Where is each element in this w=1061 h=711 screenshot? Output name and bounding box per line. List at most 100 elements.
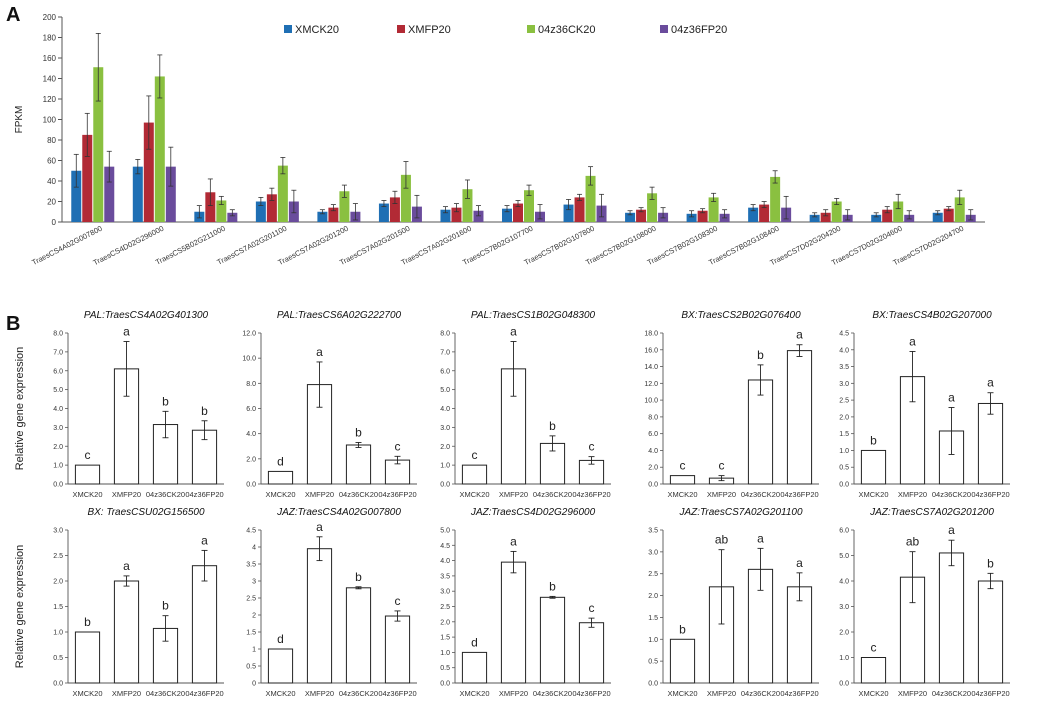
bar [759,204,770,222]
legend-label: 04z36FP20 [671,24,727,36]
y-tick-label: 3.0 [839,604,849,611]
significance-letter: b [549,419,556,433]
y-tick-label: 4.0 [440,558,450,565]
x-tick-label: 04z36CK20 [146,490,185,499]
legend-label: 04z36CK20 [538,24,596,36]
chart-title: BX:TraesCS2B02G076400 [681,310,801,321]
bar [786,350,813,485]
significance-letter: a [796,556,803,570]
significance-letter: d [277,632,284,646]
y-tick-label: 8.0 [440,331,450,338]
y-tick-label: 3.5 [440,573,450,580]
x-tick-label: XMCK20 [667,689,697,698]
y-tick-label: 4.0 [53,406,63,413]
legend-swatch [284,25,292,33]
legend-label: XMFP20 [408,24,451,36]
bar [82,134,93,222]
chart-b-7: 0 0.5 1 1.5 2 2.5 3 3.5 4 4.5 JAZ:TraesCS4A02G0078… [246,507,417,698]
bar [625,212,636,222]
chart-b-2: 0.0 2.0 4.0 6.0 8.0 10.0 12.0 PAL:TraesCS6A02G2… [242,310,417,499]
chart-title: BX: TraesCSU02G156500 [87,507,205,518]
y-tick-label: 1 [252,647,256,654]
y-tick-label: 0 [52,218,57,227]
bar [938,552,965,684]
significance-letter: b [757,348,764,362]
y-tick-label: 1.0 [440,650,450,657]
bar [277,165,288,222]
y-tick-label: 20 [47,198,56,207]
bar [384,615,411,684]
bar [113,580,140,684]
bar [563,204,574,222]
y-tick-label: 0.0 [440,681,450,688]
bar [943,208,954,222]
y-tick-label: 6.0 [440,368,450,375]
y-tick-label: 1.5 [440,635,450,642]
x-tick-label: 04z36FP20 [378,490,416,499]
bar [748,207,759,222]
significance-letter: c [395,594,401,608]
significance-letter: a [123,324,130,338]
bar [191,565,218,684]
bar [216,200,227,222]
x-tick-label: XMCK20 [265,689,295,698]
bar [770,176,781,222]
y-tick-label: 3.0 [648,549,658,556]
y-tick-label: 12.0 [242,331,256,338]
y-tick-label: 2.0 [839,630,849,637]
bar [669,638,696,684]
y-tick-label: 1.5 [648,615,658,622]
significance-letter: c [680,459,686,473]
x-tick-label: 04z36FP20 [185,689,223,698]
y-tick-label: 80 [47,136,56,145]
bar [328,207,339,222]
significance-letter: a [510,324,517,338]
y-tick-label: 16.0 [644,347,658,354]
bar [513,203,523,222]
bar [747,379,774,485]
bar [339,191,350,222]
bar [977,580,1004,684]
significance-letter: a [987,376,994,390]
significance-letter: a [796,328,803,342]
bar [893,201,904,222]
y-tick-label: 1.5 [839,431,849,438]
y-tick-label: 0.0 [246,482,256,489]
bar [389,197,400,222]
y-tick-label: 6.0 [246,406,256,413]
y-tick-label: 2.0 [648,465,658,472]
bar [165,166,176,222]
panel-label-b: B [6,313,21,335]
y-tick-label: 0.0 [648,681,658,688]
panel-label-a: A [6,4,21,26]
bar [954,197,965,222]
significance-letter: d [471,635,478,649]
x-tick-label: XMFP20 [898,490,927,499]
significance-letter: a [316,345,323,359]
significance-letter: a [316,520,323,534]
y-tick-label: 100 [43,116,57,125]
bar [306,548,333,684]
x-tick-label: XMFP20 [305,689,334,698]
y-tick-label: 5.0 [440,387,450,394]
significance-letter: b [355,570,362,584]
bar [267,470,294,485]
bar [255,201,266,222]
y-tick-label: 0.5 [440,665,450,672]
x-tick-label: 04z36FP20 [971,689,1009,698]
significance-letter: b [870,433,877,447]
y-tick-label: 0.5 [648,659,658,666]
bar [71,170,82,222]
significance-letter: b [987,556,994,570]
significance-letter: c [589,601,595,615]
bar [882,209,893,222]
bar [860,657,887,684]
x-tick-label: XMCK20 [858,490,888,499]
bar [502,208,512,222]
y-tick-label: 0.0 [839,482,849,489]
y-tick-label: 2.0 [839,414,849,421]
y-tick-label: 3.5 [648,528,658,535]
y-tick-label: 3.5 [839,364,849,371]
y-tick-label: 3.0 [839,381,849,388]
significance-letter: b [201,404,208,418]
